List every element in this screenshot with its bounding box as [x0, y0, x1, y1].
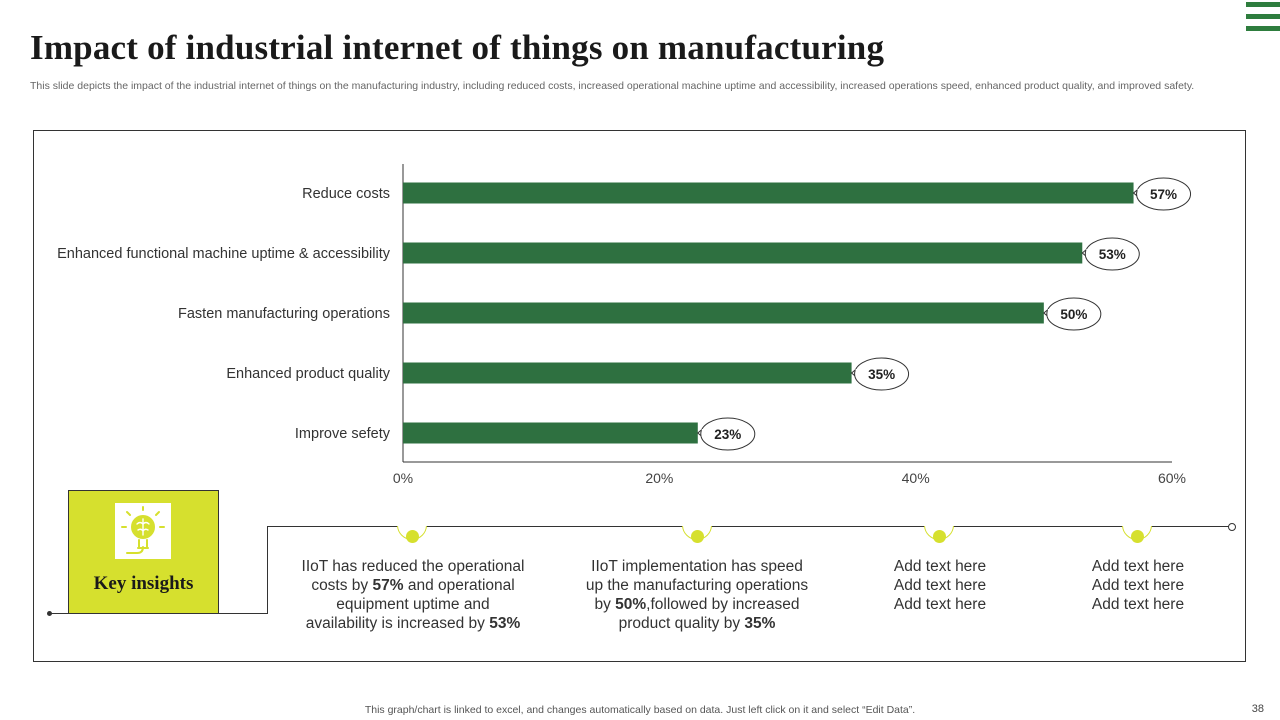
insight-text-2: IIoT implementation has speed up the manu…: [567, 557, 827, 633]
bar: [403, 422, 698, 444]
insight-line: Add text here: [860, 576, 1020, 595]
insight-segment: by: [594, 596, 616, 613]
insight-value: 53%: [489, 615, 521, 632]
insight-text-4: Add text here Add text here Add text here: [1058, 557, 1218, 614]
insight-line: costs by 57% and operational: [283, 576, 543, 595]
callout-joint: [1047, 309, 1052, 317]
data-label: 23%: [714, 427, 741, 442]
insight-segment: availability is increased by: [305, 615, 490, 632]
insight-line: IIoT has reduced the operational: [283, 557, 543, 576]
data-label: 53%: [1099, 247, 1126, 262]
insight-value: 35%: [744, 615, 776, 632]
callout-joint: [855, 369, 860, 377]
category-label: Reduce costs: [302, 186, 390, 202]
category-label: Fasten manufacturing operations: [178, 306, 390, 322]
bar: [403, 242, 1083, 264]
insight-line: equipment uptime and: [283, 595, 543, 614]
key-insights-box: Key insights: [68, 490, 219, 614]
category-label: Improve sefety: [295, 426, 391, 442]
callout-bubble: [1136, 177, 1192, 211]
insight-line: availability is increased by 53%: [283, 614, 543, 633]
insight-marker-1: [397, 526, 429, 543]
insight-line: IIoT implementation has speed: [567, 557, 827, 576]
x-tick-label: 20%: [645, 470, 673, 486]
x-tick-label: 40%: [902, 470, 930, 486]
callout-joint: [1086, 249, 1091, 257]
bar: [403, 302, 1044, 324]
insight-line: up the manufacturing operations: [567, 576, 827, 595]
insight-segment: Add text here: [893, 577, 987, 594]
insight-line: Add text here: [860, 557, 1020, 576]
insight-value: 57%: [372, 577, 404, 594]
insight-line: Add text here: [1058, 576, 1218, 595]
insight-segment: equipment uptime and: [336, 596, 490, 613]
insight-segment: ,followed by increased: [646, 596, 800, 613]
insight-segment: IIoT has reduced the operational: [301, 558, 525, 575]
insight-segment: up the manufacturing operations: [585, 577, 809, 594]
connector-dot-left: [47, 611, 52, 616]
callout-bubble: [700, 417, 756, 451]
insight-marker-4: [1122, 526, 1154, 543]
insight-line: Add text here: [1058, 557, 1218, 576]
insight-marker-2: [682, 526, 714, 543]
category-label: Enhanced functional machine uptime & acc…: [57, 246, 391, 262]
insight-text-1: IIoT has reduced the operational costs by…: [283, 557, 543, 633]
insight-segment: Add text here: [1091, 596, 1185, 613]
data-label: 57%: [1150, 187, 1177, 202]
content-frame: 0% 20% 40% 60% Reduce costs 57% Enhanced funct…: [33, 130, 1246, 662]
page-title: Impact of industrial internet of things …: [30, 28, 885, 67]
data-label: 50%: [1060, 307, 1087, 322]
callout-bubble: [1046, 297, 1102, 331]
insight-text-3: Add text here Add text here Add text here: [860, 557, 1020, 614]
data-label: 35%: [868, 367, 895, 382]
page-subtitle: This slide depicts the impact of the ind…: [30, 80, 1195, 92]
bar: [403, 182, 1134, 204]
callout-bubble: [854, 357, 910, 391]
menu-icon[interactable]: [1246, 2, 1280, 38]
page-number: 38: [1251, 703, 1264, 715]
x-tick-label: 60%: [1158, 470, 1186, 486]
connector-line-vertical: [267, 526, 268, 614]
connector-line-bottom: [50, 613, 268, 614]
insight-segment: Add text here: [893, 558, 987, 575]
bar: [403, 362, 852, 384]
bar-chart: 0% 20% 40% 60% Reduce costs 57% Enhanced funct…: [57, 164, 1192, 486]
insight-segment: costs by: [311, 577, 373, 594]
insight-segment: and operational: [403, 577, 515, 594]
insight-segment: product quality by: [618, 615, 745, 632]
insight-line: product quality by 35%: [567, 614, 827, 633]
insight-marker-3: [924, 526, 956, 543]
callout-joint: [1137, 189, 1142, 197]
insight-segment: Add text here: [1091, 577, 1185, 594]
insight-segment: Add text here: [893, 596, 987, 613]
insight-line: Add text here: [1058, 595, 1218, 614]
callout-joint: [701, 429, 706, 437]
lightbulb-brain-icon: [115, 503, 171, 559]
timeline-end-dot: [1228, 523, 1236, 531]
x-tick-label: 0%: [393, 470, 413, 486]
insight-value: 50%: [615, 596, 647, 613]
key-insights-label: Key insights: [93, 573, 194, 594]
category-label: Enhanced product quality: [226, 366, 390, 382]
insight-segment: IIoT implementation has speed: [591, 558, 803, 575]
timeline-line: [267, 526, 1230, 527]
footer-note: This graph/chart is linked to excel, and…: [364, 704, 916, 716]
insight-line: Add text here: [860, 595, 1020, 614]
callout-bubble: [1084, 237, 1140, 271]
insight-line: by 50%,followed by increased: [567, 595, 827, 614]
insight-segment: Add text here: [1091, 558, 1185, 575]
